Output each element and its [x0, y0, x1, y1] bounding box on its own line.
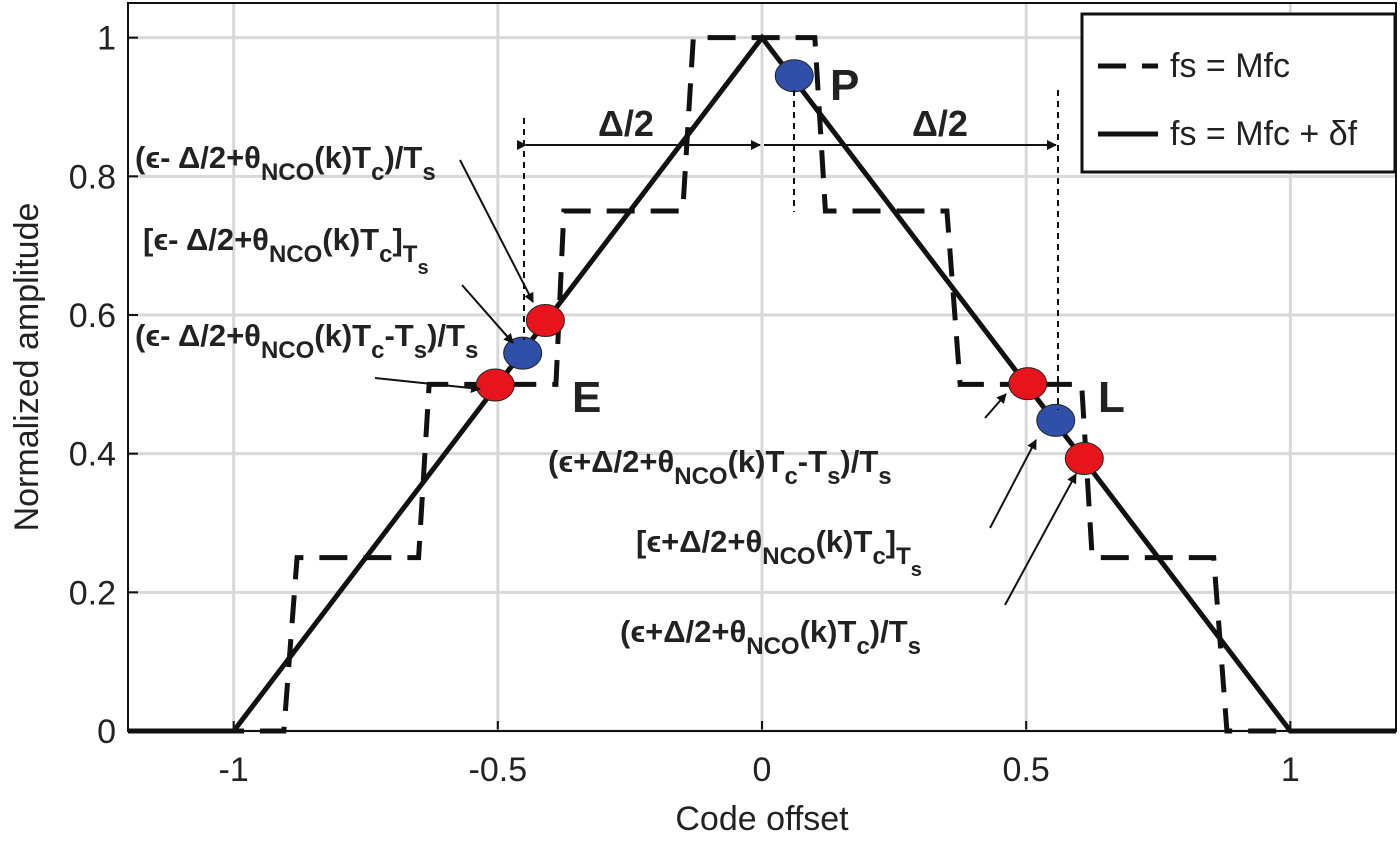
x-tick-label: -1	[219, 751, 249, 789]
formula-part: T	[896, 543, 911, 570]
data-point	[475, 368, 515, 402]
formula-part: (k)T	[816, 524, 873, 559]
formula-part: ]	[886, 524, 896, 559]
data-point	[1008, 367, 1048, 401]
formula-part: (k)T	[314, 318, 371, 353]
formula-part: s	[827, 463, 840, 490]
formula-part: (k)T	[800, 614, 857, 649]
y-tick-label: 0	[97, 713, 116, 751]
formula-part: )/T	[384, 140, 422, 175]
formula-part: T	[403, 241, 418, 268]
formula-part: NCO	[746, 633, 799, 660]
formula-part: c	[856, 633, 869, 660]
pointer-arrow	[1004, 473, 1077, 606]
formula-label: (ϵ- Δ/2+θNCO(k)Tc)/Ts	[135, 140, 436, 186]
pointer-arrow	[374, 377, 481, 394]
y-tick-label: 0.6	[69, 297, 116, 335]
formula-part: (ϵ- Δ/2+θ	[135, 140, 261, 175]
formula-label: [ϵ- Δ/2+θNCO(k)Tc]Ts	[143, 222, 429, 279]
y-tick-label: 1	[97, 20, 116, 58]
formula-part: (ϵ+Δ/2+θ	[548, 444, 674, 479]
formula-part: c	[379, 241, 392, 268]
formula-part: s	[414, 337, 427, 364]
formula-part: )/T	[870, 614, 908, 649]
formula-part: (k)T	[314, 140, 371, 175]
formula-part: [ϵ- Δ/2+θ	[143, 222, 269, 257]
formula-part: c	[371, 337, 384, 364]
y-axis-label: Normalized amplitude	[8, 203, 46, 532]
formula-part: c	[371, 159, 384, 186]
x-tick-label: 0.5	[1003, 751, 1050, 789]
y-tick-label: 0.8	[69, 158, 116, 196]
formula-label: [ϵ+Δ/2+θNCO(k)Tc]Ts	[636, 524, 922, 581]
pointer-arrow	[989, 439, 1037, 529]
x-tick-label: -0.5	[469, 751, 528, 789]
formula-part: )/T	[840, 444, 878, 479]
data-point	[774, 59, 814, 93]
formula-part: s	[417, 257, 428, 279]
x-tick-label: 0	[753, 751, 772, 789]
point-label: Δ/2	[598, 103, 654, 144]
formula-part: NCO	[674, 463, 727, 490]
formula-part: (k)T	[322, 222, 379, 257]
data-point	[1064, 442, 1104, 476]
formula-part: [ϵ+Δ/2+θ	[636, 524, 762, 559]
formula-part: NCO	[762, 543, 815, 570]
formula-part: NCO	[261, 337, 314, 364]
legend: fs = Mfc fs = Mfc + δf	[1080, 12, 1397, 174]
legend-label: fs = Mfc	[1170, 47, 1290, 85]
y-tick-label: 0.2	[69, 574, 116, 612]
y-tick-label: 0.4	[69, 436, 116, 474]
formula-label: (ϵ+Δ/2+θNCO(k)Tc-Ts)/Ts	[548, 444, 892, 490]
data-point	[503, 336, 543, 370]
formula-part: s	[465, 337, 478, 364]
formula-part: s	[422, 159, 435, 186]
formula-part: -T	[384, 318, 413, 353]
formula-part: c	[872, 543, 885, 570]
pointer-arrow	[461, 284, 514, 344]
formula-part: (ϵ+Δ/2+θ	[620, 614, 746, 649]
data-point	[1036, 403, 1076, 437]
legend-label: fs = Mfc + δf	[1170, 115, 1358, 153]
formula-part: s	[878, 463, 891, 490]
formula-part: ]	[392, 222, 402, 257]
legend-box	[1080, 12, 1397, 174]
point-label: P	[830, 61, 859, 110]
formula-label: (ϵ- Δ/2+θNCO(k)Tc-Ts)/Ts	[135, 318, 478, 364]
formula-part: )/T	[427, 318, 465, 353]
annotation-lines	[374, 90, 1077, 606]
formula-part: s	[908, 633, 921, 660]
formula-part: c	[784, 463, 797, 490]
point-label: Δ/2	[912, 103, 968, 144]
formula-part: s	[911, 559, 922, 581]
point-label: L	[1098, 373, 1125, 422]
x-tick-label: 1	[1281, 751, 1300, 789]
data-line	[128, 33, 1396, 734]
pointer-arrow	[459, 159, 534, 303]
data-line	[128, 35, 1396, 734]
x-axis-label: Code offset	[675, 800, 849, 838]
formula-label: (ϵ+Δ/2+θNCO(k)Tc)/Ts	[620, 614, 921, 660]
data-point	[525, 304, 565, 338]
pointer-arrow	[984, 393, 1007, 419]
plot-frame	[127, 2, 1397, 732]
formula-part: (k)T	[728, 444, 785, 479]
formula-part: NCO	[269, 241, 322, 268]
point-label: E	[572, 373, 601, 422]
formula-part: NCO	[261, 159, 314, 186]
formula-part: (ϵ- Δ/2+θ	[135, 318, 261, 353]
plot-area	[128, 33, 1396, 734]
formula-part: -T	[798, 444, 827, 479]
